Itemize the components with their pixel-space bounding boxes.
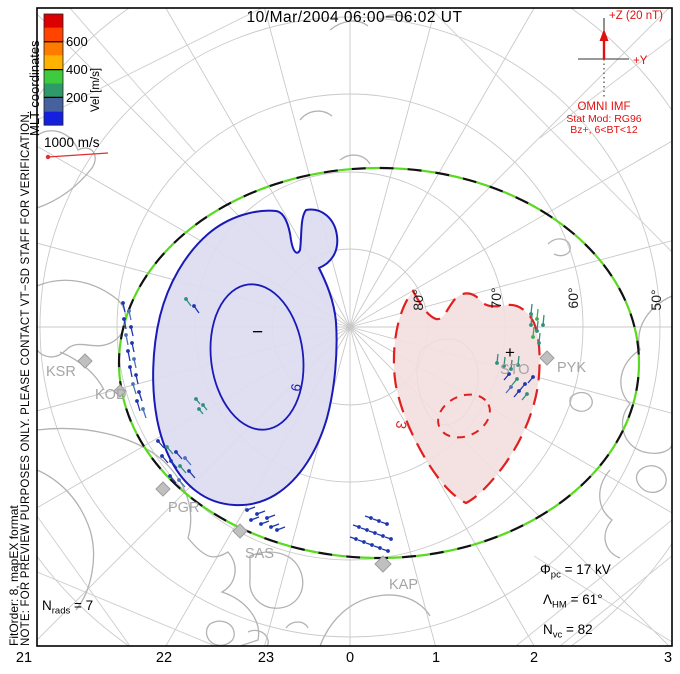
negative-cell-sign: − bbox=[252, 322, 263, 343]
lat-label-80: 80° bbox=[410, 289, 426, 310]
imf-dial: +Z (20 nT) +Y OMNI IMF Stat Mod: RG96 Bz… bbox=[566, 10, 663, 136]
negative-contour-value: 9 bbox=[288, 382, 304, 392]
polar-cap-potential-readout: Φpc = 17 kV bbox=[540, 562, 611, 581]
hm-boundary-black bbox=[117, 166, 641, 560]
mlt-tick-21: 21 bbox=[15, 650, 33, 666]
station-label-pyk: PYK bbox=[557, 360, 586, 376]
imf-condition-label: Bz+, 6<BT<12 bbox=[570, 124, 638, 136]
num-vectors-readout: Nvc = 82 bbox=[543, 622, 593, 641]
plot-frame bbox=[36, 7, 673, 647]
lat-label-70: 70° bbox=[488, 287, 504, 308]
station-marker bbox=[539, 350, 555, 366]
lat-label-50: 50° bbox=[648, 289, 664, 310]
positive-potential-region bbox=[392, 289, 541, 505]
imf-source-label: OMNI IMF bbox=[577, 101, 630, 113]
station-label-sas: SAS bbox=[245, 546, 274, 562]
reference-vector-label: 1000 m/s bbox=[44, 135, 100, 150]
mlt-tick-0: 0 bbox=[345, 650, 355, 666]
geo-graticule bbox=[37, 8, 672, 646]
mlt-tick-3: 3 bbox=[663, 650, 673, 666]
lat-label-60: 60° bbox=[565, 287, 581, 308]
colorbar-tick-600: 600 bbox=[66, 34, 88, 49]
mlt-tick-23: 23 bbox=[257, 650, 275, 666]
colorbar-tick-400: 400 bbox=[66, 62, 88, 77]
station-label-kap: KAP bbox=[389, 577, 418, 593]
fit-order-note: FitOrder: 8, mapEX format bbox=[7, 505, 21, 646]
imf-stat-model-label: Stat Mod: RG96 bbox=[566, 113, 641, 125]
reference-vector-line bbox=[47, 152, 109, 158]
preview-note: NOTE: FOR PREVIEW PURPOSES ONLY. PLEASE … bbox=[20, 110, 32, 646]
positive-cell-sign: + bbox=[505, 343, 515, 362]
coastlines bbox=[37, 14, 672, 646]
imf-z-axis-label: +Z (20 nT) bbox=[609, 10, 663, 22]
plot-title: 10/Mar/2004 06:00−06:02 UT bbox=[246, 9, 463, 26]
positive-inner-contour bbox=[437, 393, 491, 439]
station-labels: KSR KOD PGR SAS KAP STO PYK bbox=[46, 360, 586, 593]
station-label-pgr: PGR bbox=[168, 500, 199, 516]
hm-boundary-readout: ΛHM = 61° bbox=[543, 592, 603, 611]
hm-boundary-green bbox=[117, 166, 641, 560]
mlt-tick-1: 1 bbox=[431, 650, 441, 666]
mlt-tick-22: 22 bbox=[155, 650, 173, 666]
positive-contour-value: 3 bbox=[392, 419, 409, 430]
station-label-sto: STO bbox=[500, 362, 530, 378]
colorbar-axis-label: Vel [m/s] bbox=[90, 68, 102, 112]
negative-inner-contour bbox=[209, 283, 305, 431]
station-label-ksr: KSR bbox=[46, 364, 76, 380]
station-marker bbox=[374, 555, 392, 573]
imf-vector-arrowhead bbox=[599, 29, 609, 41]
station-marker bbox=[113, 384, 127, 398]
colorbar-tick-200: 200 bbox=[66, 90, 88, 105]
num-radars-readout: Nrads = 7 bbox=[42, 598, 94, 617]
mlt-tick-2: 2 bbox=[529, 650, 539, 666]
latitude-labels: 80° 70° 60° 50° bbox=[410, 287, 664, 310]
station-marker bbox=[232, 523, 248, 539]
station-label-kod: KOD bbox=[95, 387, 126, 403]
imf-y-axis-label: +Y bbox=[633, 55, 648, 67]
station-markers bbox=[77, 350, 555, 573]
station-marker bbox=[77, 353, 93, 369]
negative-potential-region bbox=[152, 208, 339, 506]
velocity-colorbar: 600 400 200 Vel [m/s] bbox=[43, 13, 102, 126]
velocity-vectors bbox=[121, 297, 545, 553]
station-marker bbox=[155, 481, 171, 497]
reference-vector: 1000 m/s bbox=[44, 135, 109, 160]
mlt-coordinates-label: MLT coordinates bbox=[27, 40, 42, 136]
